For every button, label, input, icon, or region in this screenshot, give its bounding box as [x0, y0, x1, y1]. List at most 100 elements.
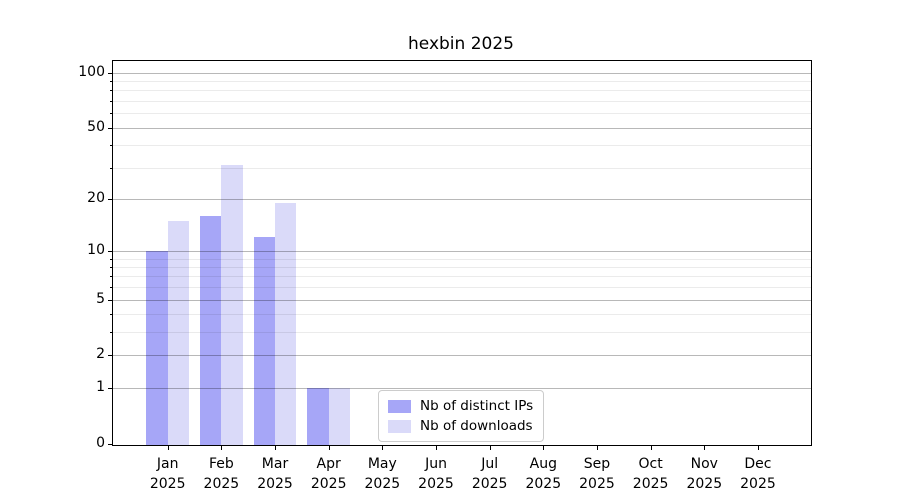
minor-gridline	[113, 276, 811, 278]
y-tick-mark	[108, 127, 113, 129]
legend: Nb of distinct IPs Nb of downloads	[378, 390, 545, 442]
y-minor-tick-mark	[110, 258, 113, 260]
legend-swatch-distinct-ips	[388, 399, 411, 413]
major-gridline	[113, 250, 811, 252]
minor-gridline	[113, 90, 811, 92]
y-minor-tick-mark	[110, 90, 113, 92]
y-tick-mark	[108, 387, 113, 389]
legend-label-distinct-ips: Nb of distinct IPs	[420, 398, 534, 414]
chart-title: hexbin 2025	[408, 34, 514, 54]
x-tick-mark	[167, 445, 169, 450]
axis-layer: 100 50 20 10 5 2 1 0 Jan 2025 Feb 2025 Mar 2025 Apr 202…	[78, 61, 811, 493]
bar-downloads	[328, 387, 350, 445]
y-minor-tick-mark	[110, 113, 113, 115]
bar-distinct-ips	[146, 250, 168, 445]
x-tick-label: Jan 2025	[138, 454, 198, 495]
minor-gridline	[113, 266, 811, 268]
major-gridline	[113, 72, 811, 74]
y-tick-label: 100	[78, 63, 105, 80]
x-tick-year: 2025	[471, 476, 508, 493]
y-minor-tick-mark	[110, 145, 113, 147]
x-tick-label: Jul 2025	[460, 454, 520, 495]
y-tick-label: 0	[96, 434, 105, 451]
x-tick-label: Apr 2025	[299, 454, 359, 495]
y-tick-mark	[108, 250, 113, 252]
bar-distinct-ips	[200, 215, 222, 445]
bar-downloads	[221, 165, 243, 445]
x-tick-year: 2025	[149, 476, 186, 493]
minor-gridline	[113, 145, 811, 147]
x-tick-year: 2025	[257, 476, 293, 493]
x-tick-year: 2025	[686, 476, 723, 493]
bar-distinct-ips	[307, 387, 329, 445]
major-gridline	[113, 198, 811, 200]
minor-gridline	[113, 167, 811, 169]
y-tick-label: 50	[87, 118, 105, 135]
x-tick-mark	[543, 445, 545, 450]
x-tick-label: Nov 2025	[674, 454, 734, 495]
legend-swatch-downloads	[388, 419, 411, 433]
x-tick-label: Sep 2025	[567, 454, 627, 495]
y-tick-label: 5	[96, 290, 105, 307]
x-tick-mark	[704, 445, 706, 450]
y-tick-label: 1	[96, 378, 105, 395]
y-tick-mark	[108, 198, 113, 200]
minor-gridline	[113, 101, 811, 103]
x-tick-mark	[757, 445, 759, 450]
y-minor-tick-mark	[110, 332, 113, 334]
y-tick-label: 10	[87, 241, 105, 258]
plot-area: 100 50 20 10 5 2 1 0 Jan 2025 Feb 2025 Mar 2025 Apr 202…	[78, 60, 812, 493]
bar-distinct-ips	[253, 237, 276, 445]
grid-layer	[113, 61, 811, 445]
y-tick-mark	[108, 72, 113, 74]
x-tick-mark	[436, 445, 437, 450]
x-tick-label: Oct 2025	[621, 454, 681, 495]
x-tick-year: 2025	[310, 476, 347, 493]
x-tick-label: Aug 2025	[513, 454, 573, 495]
x-tick-label: Jun 2025	[406, 454, 466, 495]
y-tick-label: 2	[96, 346, 105, 363]
major-gridline	[113, 299, 811, 301]
x-tick-mark	[221, 445, 223, 450]
x-tick-year: 2025	[364, 476, 401, 493]
bars-layer	[113, 61, 811, 445]
x-tick-year: 2025	[203, 476, 240, 493]
bar-downloads	[275, 202, 297, 445]
x-tick-mark	[596, 445, 598, 450]
y-minor-tick-mark	[110, 101, 113, 103]
x-tick-label: May 2025	[352, 454, 412, 495]
major-gridline	[113, 355, 811, 357]
minor-gridline	[113, 314, 811, 316]
y-minor-tick-mark	[110, 81, 113, 83]
x-tick-label: Mar 2025	[245, 454, 305, 495]
minor-gridline	[113, 113, 811, 115]
minor-gridline	[113, 81, 811, 83]
y-minor-tick-mark	[110, 314, 113, 316]
y-minor-tick-mark	[110, 276, 113, 278]
y-minor-tick-mark	[110, 266, 113, 268]
major-gridline	[113, 387, 811, 389]
minor-gridline	[113, 258, 811, 260]
y-minor-tick-mark	[110, 287, 113, 289]
y-minor-tick-mark	[110, 167, 113, 169]
x-tick-year: 2025	[632, 476, 669, 493]
x-tick-label: Dec 2025	[728, 454, 788, 495]
major-gridline	[113, 127, 811, 129]
x-tick-mark	[328, 445, 330, 450]
legend-label-downloads: Nb of downloads	[420, 418, 533, 434]
x-tick-mark	[650, 445, 652, 450]
x-tick-mark	[489, 445, 491, 450]
x-tick-year: 2025	[740, 476, 776, 493]
y-tick-mark	[108, 443, 113, 445]
minor-gridline	[113, 332, 811, 334]
x-tick-year: 2025	[418, 476, 454, 493]
y-tick-label: 20	[87, 189, 105, 206]
legend-item-downloads: Nb of downloads	[388, 418, 533, 434]
x-tick-mark	[275, 445, 277, 450]
y-tick-mark	[108, 355, 113, 357]
x-tick-mark	[382, 445, 384, 450]
x-tick-year: 2025	[525, 476, 562, 493]
y-tick-mark	[108, 299, 113, 301]
legend-item-distinct-ips: Nb of distinct IPs	[388, 398, 533, 414]
